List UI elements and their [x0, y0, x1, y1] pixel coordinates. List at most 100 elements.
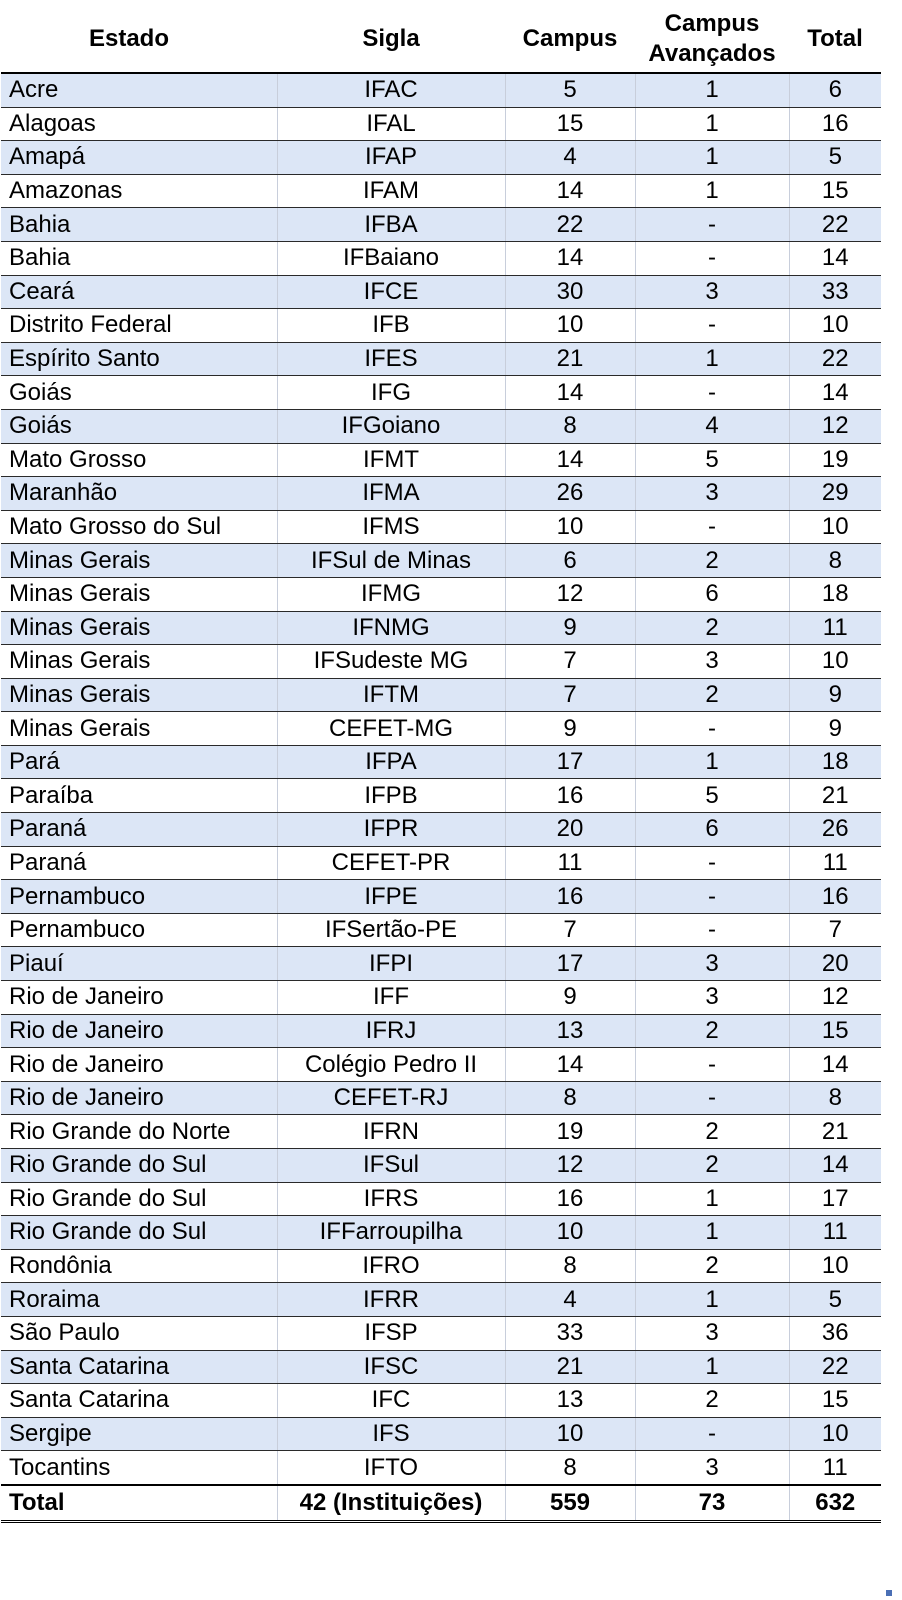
- cell-estado: Minas Gerais: [1, 577, 277, 612]
- cell-sigla: IFB: [276, 308, 505, 343]
- cell-campus-avancados: 4: [634, 409, 789, 444]
- cell-sigla: IFRJ: [276, 1014, 505, 1049]
- cell-sigla: IFSudeste MG: [276, 644, 505, 679]
- cell-campus: 33: [504, 1316, 635, 1351]
- table-row: Paraná CEFET-PR 11-11: [1, 846, 881, 881]
- cell-campus: 16: [504, 879, 635, 914]
- cell-campus-avancados: 1: [634, 745, 789, 780]
- table-row: Amazonas IFAM 14 1 15: [1, 174, 881, 209]
- cell-sigla: IFPA: [276, 745, 505, 780]
- cell-campus: 8: [504, 1081, 635, 1116]
- cell-campus: 10: [504, 1215, 635, 1250]
- cell-estado: São Paulo: [1, 1316, 277, 1351]
- table-row: Piauí IFPI 17 3 20: [1, 946, 881, 982]
- cell-campus: 14: [504, 174, 635, 209]
- table-row: Rio Grande do Sul IFRS 16 1 17: [1, 1182, 881, 1217]
- cell-estado: Ceará: [1, 275, 277, 310]
- cell-campus: 20: [504, 812, 635, 847]
- cell-campus-avancados: 2: [634, 1014, 789, 1049]
- cell-sigla: IFAC: [276, 73, 505, 108]
- cell-estado: Rio de Janeiro: [1, 1047, 277, 1082]
- total-campus-avancados: 73: [634, 1483, 789, 1523]
- cell-estado: Bahia: [1, 241, 277, 276]
- table-footer: Total 42 (Instituições) 559 73 632: [1, 1483, 881, 1523]
- cell-estado: Espírito Santo: [1, 342, 277, 377]
- cell-campus-avancados: 1: [634, 1282, 789, 1317]
- cell-estado: Roraima: [1, 1282, 277, 1317]
- cell-estado: Goiás: [1, 409, 277, 444]
- cell-sigla: IFBA: [276, 207, 505, 242]
- cell-estado: Pará: [1, 745, 277, 780]
- cell-total: 8: [788, 1081, 881, 1116]
- cell-sigla: CEFET-PR: [276, 846, 505, 881]
- cell-total: 21: [788, 1114, 881, 1149]
- cell-total: 12: [788, 409, 881, 444]
- cell-total: 8: [788, 543, 881, 578]
- cell-total: 9: [788, 678, 881, 713]
- cell-total: 17: [788, 1182, 881, 1217]
- cell-total: 11: [788, 846, 881, 881]
- cell-campus: 7: [504, 644, 635, 679]
- cell-total: 33: [788, 275, 881, 310]
- cell-estado: Santa Catarina: [1, 1383, 277, 1418]
- cell-campus-avancados: 3: [634, 275, 789, 310]
- cell-campus: 10: [504, 510, 635, 545]
- cell-estado: Tocantins: [1, 1450, 277, 1486]
- cell-sigla: IFRS: [276, 1182, 505, 1217]
- cell-total: 14: [788, 375, 881, 410]
- cell-campus-avancados: -: [634, 879, 789, 914]
- cell-sigla: CEFET-MG: [276, 711, 505, 746]
- table-row: Rondônia IFRO 8 2 10: [1, 1249, 881, 1284]
- total-label: Total: [1, 1483, 277, 1523]
- cell-campus-avancados: 2: [634, 1383, 789, 1418]
- cell-sigla: IFSul de Minas: [276, 543, 505, 578]
- cell-campus-avancados: 3: [634, 1316, 789, 1351]
- cell-estado: Rio de Janeiro: [1, 1014, 277, 1049]
- cell-campus: 11: [504, 846, 635, 881]
- cell-estado: Santa Catarina: [1, 1350, 277, 1385]
- table-row: Maranhão IFMA 26 3 29: [1, 476, 881, 511]
- header-campus-avancados-line2: Avançados: [648, 40, 776, 67]
- cell-estado: Goiás: [1, 375, 277, 410]
- cell-campus-avancados: 1: [634, 1215, 789, 1250]
- cell-campus-avancados: 2: [634, 543, 789, 578]
- cell-estado: Minas Gerais: [1, 543, 277, 578]
- cell-estado: Amazonas: [1, 174, 277, 209]
- cell-total: 10: [788, 1249, 881, 1284]
- cell-sigla: IFAP: [276, 140, 505, 175]
- table-body: Acre IFAC 5 1 6 Alagoas IFAL 15 1 16 Amapá IFAP 4 1 5 A…: [1, 73, 881, 1486]
- cell-sigla: IFNMG: [276, 611, 505, 646]
- cell-campus: 5: [504, 73, 635, 108]
- cell-total: 15: [788, 1383, 881, 1418]
- cell-estado: Pernambuco: [1, 879, 277, 914]
- cell-sigla: IFCE: [276, 275, 505, 310]
- cell-sigla: IFRO: [276, 1249, 505, 1284]
- cell-total: 10: [788, 308, 881, 343]
- cell-campus: 16: [504, 778, 635, 814]
- table-row: Santa Catarina IFC 13 2 15: [1, 1383, 881, 1418]
- table-row: Minas Gerais CEFET-MG 9-9: [1, 711, 881, 746]
- cell-campus: 7: [504, 678, 635, 713]
- cell-sigla: IFES: [276, 342, 505, 377]
- table-row: Rio Grande do Norte IFRN 19 2 21: [1, 1114, 881, 1149]
- cell-sigla: IFS: [276, 1417, 505, 1452]
- table-row: Paraíba IFPB 16 5 21: [1, 778, 881, 814]
- table-row: Bahia IFBA 22-22: [1, 207, 881, 242]
- table-row: Mato Grosso do Sul IFMS 10-10: [1, 510, 881, 545]
- cell-total: 10: [788, 1417, 881, 1452]
- table-row: Roraima IFRR 4 1 5: [1, 1282, 881, 1317]
- cell-total: 19: [788, 443, 881, 478]
- cell-campus-avancados: 2: [634, 1114, 789, 1149]
- table-row: Sergipe IFS 10-10: [1, 1417, 881, 1452]
- header-sigla: Sigla: [277, 6, 505, 74]
- cell-estado: Mato Grosso: [1, 443, 277, 478]
- cell-total: 11: [788, 1450, 881, 1486]
- cell-sigla: IFBaiano: [276, 241, 505, 276]
- cell-campus: 26: [504, 476, 635, 511]
- header-campus: Campus: [505, 6, 635, 74]
- table-row: Ceará IFCE 30 3 33: [1, 275, 881, 310]
- table-row: Rio de Janeiro IFRJ 13 2 15: [1, 1014, 881, 1049]
- header-estado: Estado: [1, 6, 277, 74]
- cell-campus-avancados: -: [634, 510, 789, 545]
- total-campus: 559: [504, 1483, 635, 1523]
